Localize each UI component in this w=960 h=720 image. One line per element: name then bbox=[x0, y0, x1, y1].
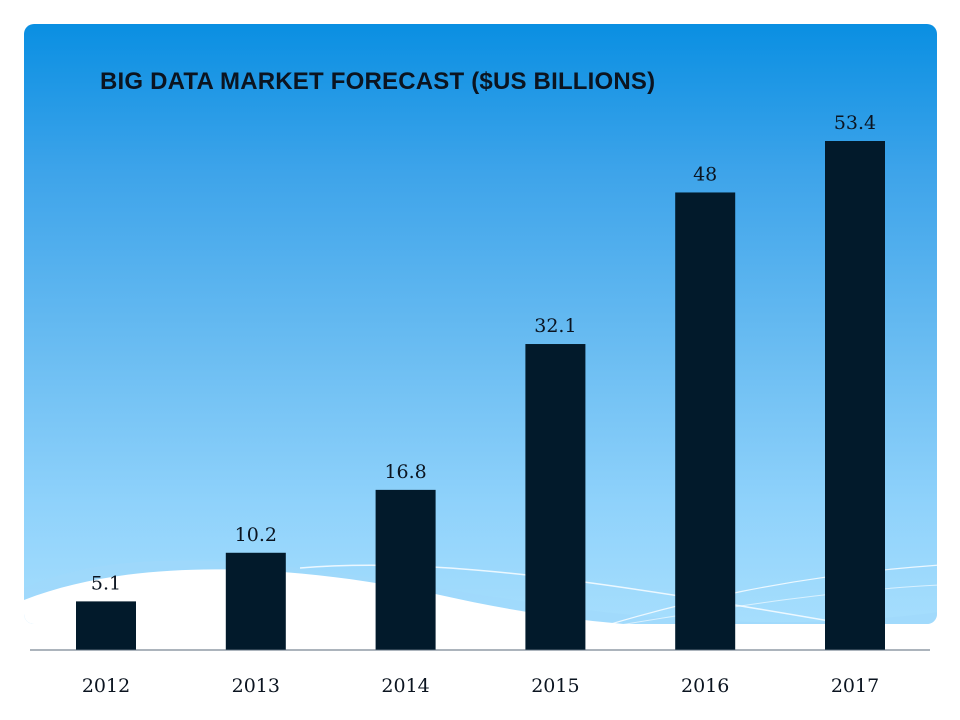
bar-value-label: 5.1 bbox=[91, 572, 121, 594]
bar-2015 bbox=[525, 344, 586, 650]
bar-2017 bbox=[825, 141, 885, 650]
x-tick-label: 2017 bbox=[831, 675, 879, 697]
chart-title: BIG DATA MARKET FORECAST ($US BILLIONS) bbox=[100, 68, 656, 95]
slide-background bbox=[24, 24, 937, 624]
bars-layer bbox=[76, 141, 885, 650]
bar-value-label: 53.4 bbox=[834, 112, 876, 134]
bar-2013 bbox=[225, 552, 286, 650]
bar-2012 bbox=[76, 601, 136, 650]
x-tick-label: 2015 bbox=[531, 675, 579, 697]
x-tick-label: 2013 bbox=[232, 675, 280, 697]
x-tick-label: 2012 bbox=[82, 675, 130, 697]
bar-2014 bbox=[375, 489, 436, 650]
bar-value-label: 10.2 bbox=[235, 524, 277, 546]
bar-2016 bbox=[675, 192, 736, 650]
x-tick-label: 2014 bbox=[381, 675, 429, 697]
bar-value-label: 32.1 bbox=[534, 315, 576, 337]
bar-value-label: 48 bbox=[693, 163, 717, 185]
labels-layer: 5.1 2012 10.2 2013 16.8 2014 32.1 2015 48 2016 53.… bbox=[82, 112, 879, 697]
bar-value-label: 16.8 bbox=[384, 461, 426, 483]
x-tick-label: 2016 bbox=[681, 675, 729, 697]
